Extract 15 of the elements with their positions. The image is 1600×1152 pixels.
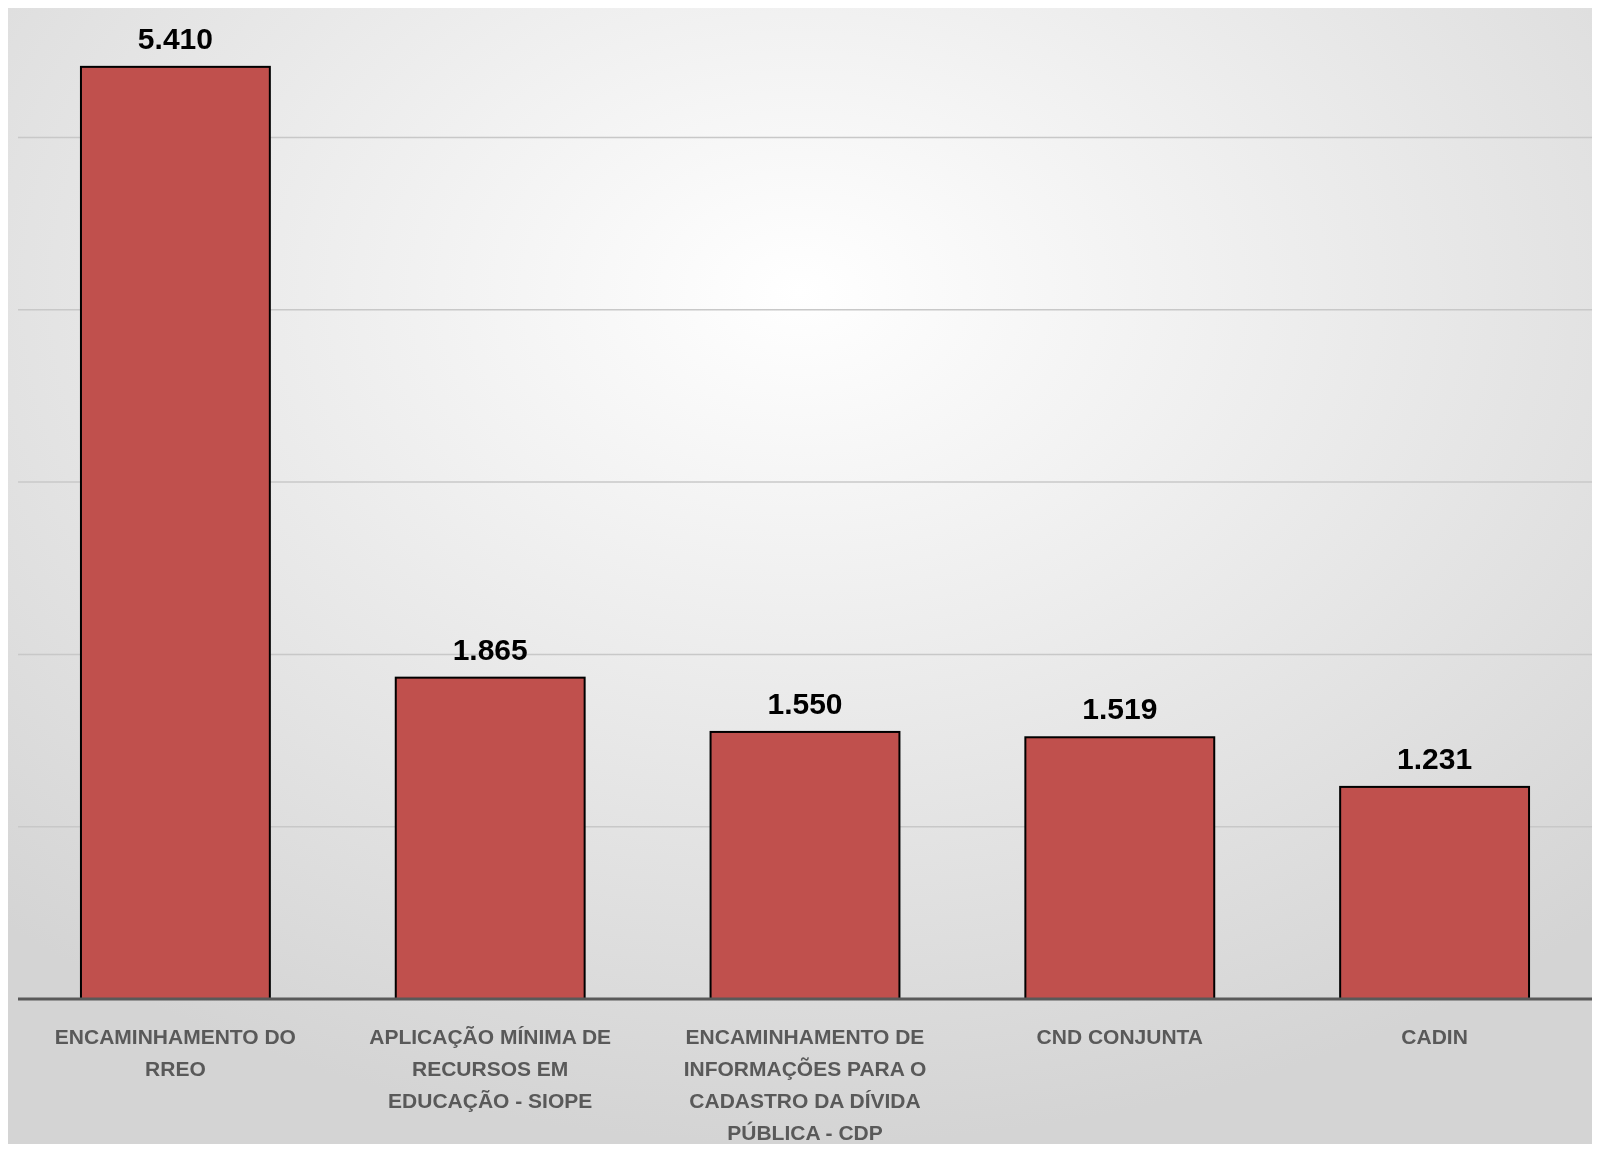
x-tick-label: CADIN (1401, 1025, 1468, 1048)
x-tick-label: ENCAMINHAMENTO DE INFORMAÇÕES PARA O CADASTRO DA DÍVIDA PÚBLICA - CDP (683, 1025, 927, 1144)
data-label: 1.865 (452, 632, 528, 666)
data-label: 1.550 (767, 686, 843, 720)
x-tick-label: ENCAMINHAMENTO DO RREO (54, 1025, 296, 1080)
bar (1024, 736, 1216, 1000)
bar (1339, 785, 1531, 1000)
x-tick-label: APLICAÇÃO MÍNIMA DE RECURSOS EM EDUCAÇÃO - SIOPE (369, 1025, 612, 1112)
x-tick-label: CND CONJUNTA (1036, 1025, 1204, 1048)
bar (79, 65, 271, 1000)
data-label: 1.519 (1082, 692, 1158, 726)
bar (709, 730, 901, 1000)
data-label: 5.410 (137, 21, 213, 55)
data-label: 1.231 (1397, 741, 1473, 775)
bar (394, 676, 586, 1000)
